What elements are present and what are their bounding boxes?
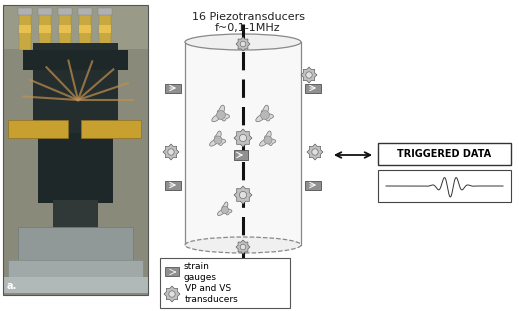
Bar xyxy=(19,25,31,33)
Text: f~0,1-1MHz: f~0,1-1MHz xyxy=(215,23,281,33)
Polygon shape xyxy=(261,111,269,119)
Bar xyxy=(234,150,248,160)
Bar xyxy=(378,143,511,165)
Bar xyxy=(160,258,290,308)
Bar xyxy=(165,180,181,189)
Ellipse shape xyxy=(185,237,301,253)
Polygon shape xyxy=(256,105,274,122)
Polygon shape xyxy=(217,202,232,216)
Bar xyxy=(39,10,51,50)
Polygon shape xyxy=(234,186,252,204)
Polygon shape xyxy=(210,131,226,146)
Circle shape xyxy=(168,149,174,155)
Bar xyxy=(99,10,111,50)
Text: 16 Piezotransducers: 16 Piezotransducers xyxy=(192,12,305,22)
Bar xyxy=(18,8,32,15)
Circle shape xyxy=(312,149,318,155)
Bar xyxy=(53,200,98,230)
Polygon shape xyxy=(214,136,222,144)
Bar xyxy=(3,5,148,295)
Bar xyxy=(23,50,128,70)
Circle shape xyxy=(240,244,246,250)
Polygon shape xyxy=(264,136,272,144)
Circle shape xyxy=(169,291,175,297)
Bar xyxy=(3,5,148,295)
Bar xyxy=(81,120,141,138)
Bar xyxy=(98,8,112,15)
Text: TRIGGERED DATA: TRIGGERED DATA xyxy=(398,149,491,159)
Bar xyxy=(78,8,92,15)
Bar xyxy=(18,227,133,277)
Polygon shape xyxy=(216,111,225,119)
Bar xyxy=(165,83,181,92)
Polygon shape xyxy=(260,131,276,146)
Bar xyxy=(19,10,31,50)
Circle shape xyxy=(239,191,247,199)
Bar xyxy=(8,120,68,138)
Polygon shape xyxy=(222,207,228,214)
Polygon shape xyxy=(164,286,180,302)
Bar xyxy=(33,43,118,133)
Polygon shape xyxy=(236,37,250,51)
Bar xyxy=(185,42,301,245)
Polygon shape xyxy=(212,105,229,122)
Bar xyxy=(165,267,179,276)
Bar xyxy=(305,180,321,189)
Polygon shape xyxy=(163,144,179,160)
Bar xyxy=(38,8,52,15)
Text: a.: a. xyxy=(7,281,17,291)
Ellipse shape xyxy=(185,34,301,50)
Bar xyxy=(38,133,113,203)
Bar xyxy=(59,25,71,33)
Bar xyxy=(39,25,51,33)
Polygon shape xyxy=(234,129,252,147)
Bar xyxy=(3,277,148,293)
Bar xyxy=(79,25,91,33)
Circle shape xyxy=(239,134,247,142)
Circle shape xyxy=(306,72,312,78)
Polygon shape xyxy=(307,144,323,160)
Bar xyxy=(378,170,511,202)
Text: strain
gauges: strain gauges xyxy=(184,262,217,282)
Bar xyxy=(99,25,111,33)
Text: VP and VS
transducers: VP and VS transducers xyxy=(185,284,239,304)
Circle shape xyxy=(240,41,246,47)
Bar xyxy=(79,10,91,50)
Bar xyxy=(3,5,148,49)
Bar xyxy=(8,260,143,285)
Bar xyxy=(59,10,71,50)
Bar xyxy=(305,83,321,92)
Polygon shape xyxy=(301,67,317,83)
Bar xyxy=(58,8,72,15)
Polygon shape xyxy=(236,240,250,254)
